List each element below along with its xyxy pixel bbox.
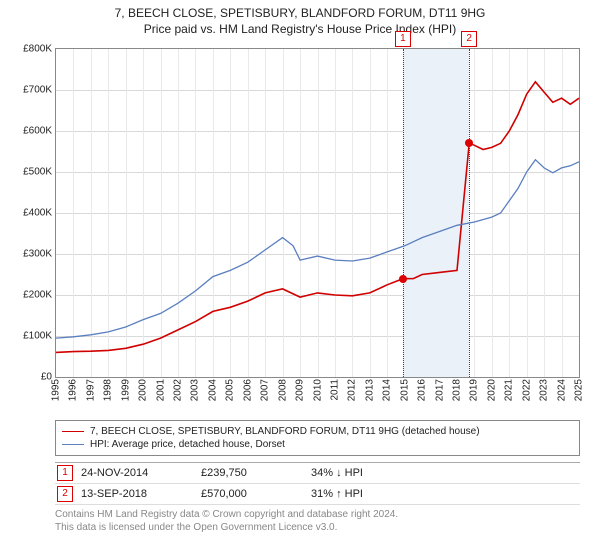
x-tick-label: 2011	[329, 379, 340, 401]
x-tick-label: 2009	[295, 379, 306, 401]
y-tick-label: £500K	[23, 167, 52, 178]
marker-badge: 1	[395, 31, 411, 47]
x-tick-label: 1995	[51, 379, 62, 401]
cell-date: 13-SEP-2018	[81, 488, 201, 500]
cell-diff: 34% ↓ HPI	[311, 467, 421, 479]
legend-entry: HPI: Average price, detached house, Dors…	[62, 438, 573, 451]
x-tick-label: 2025	[574, 379, 585, 401]
legend-label: 7, BEECH CLOSE, SPETISBURY, BLANDFORD FO…	[90, 426, 480, 437]
x-tick-label: 2022	[521, 379, 532, 401]
x-tick-label: 2018	[451, 379, 462, 401]
legend: 7, BEECH CLOSE, SPETISBURY, BLANDFORD FO…	[55, 420, 580, 456]
marker-badge: 1	[57, 465, 73, 481]
x-tick-label: 1999	[120, 379, 131, 401]
x-tick-label: 2024	[556, 379, 567, 401]
cell-price: £239,750	[201, 467, 311, 479]
x-tick-label: 2001	[155, 379, 166, 401]
chart-area: £0£100K£200K£300K£400K£500K£600K£700K£80…	[55, 48, 580, 378]
chart-title-1: 7, BEECH CLOSE, SPETISBURY, BLANDFORD FO…	[0, 0, 600, 20]
credits-line: Contains HM Land Registry data © Crown c…	[55, 508, 580, 521]
series-property	[56, 82, 579, 353]
y-tick-label: £600K	[23, 126, 52, 137]
x-tick-label: 2016	[417, 379, 428, 401]
y-tick-label: £300K	[23, 249, 52, 260]
x-tick-label: 1997	[85, 379, 96, 401]
legend-entry: 7, BEECH CLOSE, SPETISBURY, BLANDFORD FO…	[62, 425, 573, 438]
cell-price: £570,000	[201, 488, 311, 500]
x-tick-label: 2002	[173, 379, 184, 401]
x-tick-label: 2020	[486, 379, 497, 401]
x-tick-label: 1998	[103, 379, 114, 401]
x-tick-label: 2023	[539, 379, 550, 401]
series-hpi	[56, 160, 579, 338]
table-row: 2 13-SEP-2018 £570,000 31% ↑ HPI	[55, 484, 580, 505]
x-tick-label: 2006	[242, 379, 253, 401]
x-tick-label: 2014	[382, 379, 393, 401]
x-tick-label: 2012	[347, 379, 358, 401]
cell-date: 24-NOV-2014	[81, 467, 201, 479]
credits: Contains HM Land Registry data © Crown c…	[55, 508, 580, 534]
x-tick-label: 2008	[277, 379, 288, 401]
x-tick-label: 2007	[260, 379, 271, 401]
x-tick-label: 2004	[207, 379, 218, 401]
y-tick-label: £400K	[23, 208, 52, 219]
y-tick-label: £200K	[23, 290, 52, 301]
x-tick-label: 2000	[138, 379, 149, 401]
cell-diff: 31% ↑ HPI	[311, 488, 421, 500]
transaction-dot	[465, 139, 473, 147]
x-tick-label: 2015	[399, 379, 410, 401]
table-row: 1 24-NOV-2014 £239,750 34% ↓ HPI	[55, 463, 580, 484]
x-tick-label: 2017	[434, 379, 445, 401]
x-tick-label: 1996	[68, 379, 79, 401]
x-tick-label: 2005	[225, 379, 236, 401]
legend-label: HPI: Average price, detached house, Dors…	[90, 439, 285, 450]
chart-title-2: Price paid vs. HM Land Registry's House …	[0, 20, 600, 42]
transactions-table: 1 24-NOV-2014 £239,750 34% ↓ HPI 2 13-SE…	[55, 462, 580, 505]
marker-badge: 2	[57, 486, 73, 502]
marker-badge: 2	[461, 31, 477, 47]
x-tick-label: 2013	[364, 379, 375, 401]
y-tick-label: £700K	[23, 85, 52, 96]
transaction-dot	[399, 275, 407, 283]
x-tick-label: 2003	[190, 379, 201, 401]
x-tick-label: 2021	[504, 379, 515, 401]
x-tick-label: 2019	[469, 379, 480, 401]
x-tick-label: 2010	[312, 379, 323, 401]
y-tick-label: £100K	[23, 331, 52, 342]
y-tick-label: £800K	[23, 44, 52, 55]
credits-line: This data is licensed under the Open Gov…	[55, 521, 580, 534]
